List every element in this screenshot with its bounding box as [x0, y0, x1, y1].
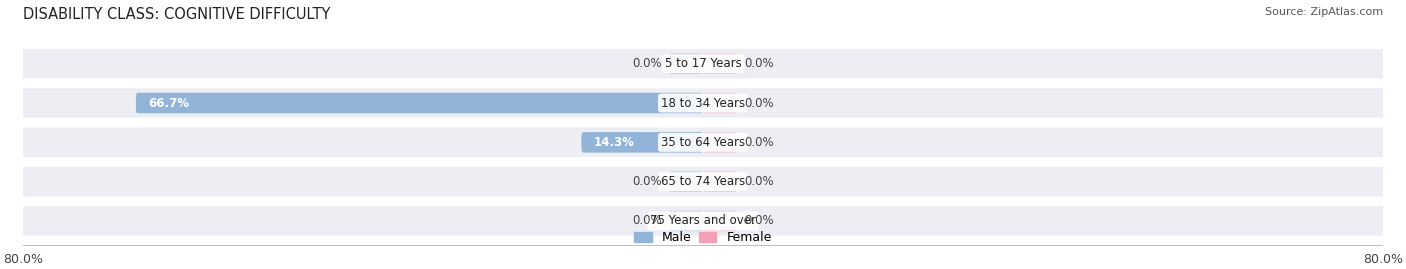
FancyBboxPatch shape [136, 93, 703, 113]
Text: 0.0%: 0.0% [744, 214, 773, 228]
FancyBboxPatch shape [703, 211, 737, 231]
FancyBboxPatch shape [669, 54, 703, 74]
Text: Source: ZipAtlas.com: Source: ZipAtlas.com [1265, 7, 1384, 17]
FancyBboxPatch shape [703, 54, 737, 74]
FancyBboxPatch shape [582, 132, 703, 153]
Text: 0.0%: 0.0% [744, 97, 773, 109]
FancyBboxPatch shape [6, 167, 1400, 196]
Text: 0.0%: 0.0% [744, 57, 773, 70]
Text: 0.0%: 0.0% [633, 214, 662, 228]
Text: 75 Years and over: 75 Years and over [650, 214, 756, 228]
Text: 0.0%: 0.0% [744, 175, 773, 188]
Text: DISABILITY CLASS: COGNITIVE DIFFICULTY: DISABILITY CLASS: COGNITIVE DIFFICULTY [22, 7, 330, 22]
FancyBboxPatch shape [703, 132, 737, 153]
FancyBboxPatch shape [669, 211, 703, 231]
FancyBboxPatch shape [669, 171, 703, 192]
FancyBboxPatch shape [6, 128, 1400, 157]
Text: 18 to 34 Years: 18 to 34 Years [661, 97, 745, 109]
FancyBboxPatch shape [6, 88, 1400, 118]
FancyBboxPatch shape [703, 171, 737, 192]
FancyBboxPatch shape [6, 49, 1400, 79]
Text: 0.0%: 0.0% [633, 175, 662, 188]
Legend: Male, Female: Male, Female [630, 226, 776, 249]
Text: 5 to 17 Years: 5 to 17 Years [665, 57, 741, 70]
Text: 35 to 64 Years: 35 to 64 Years [661, 136, 745, 149]
FancyBboxPatch shape [703, 93, 737, 113]
Text: 0.0%: 0.0% [744, 136, 773, 149]
FancyBboxPatch shape [6, 206, 1400, 236]
Text: 14.3%: 14.3% [595, 136, 636, 149]
Text: 65 to 74 Years: 65 to 74 Years [661, 175, 745, 188]
Text: 66.7%: 66.7% [149, 97, 190, 109]
Text: 0.0%: 0.0% [633, 57, 662, 70]
